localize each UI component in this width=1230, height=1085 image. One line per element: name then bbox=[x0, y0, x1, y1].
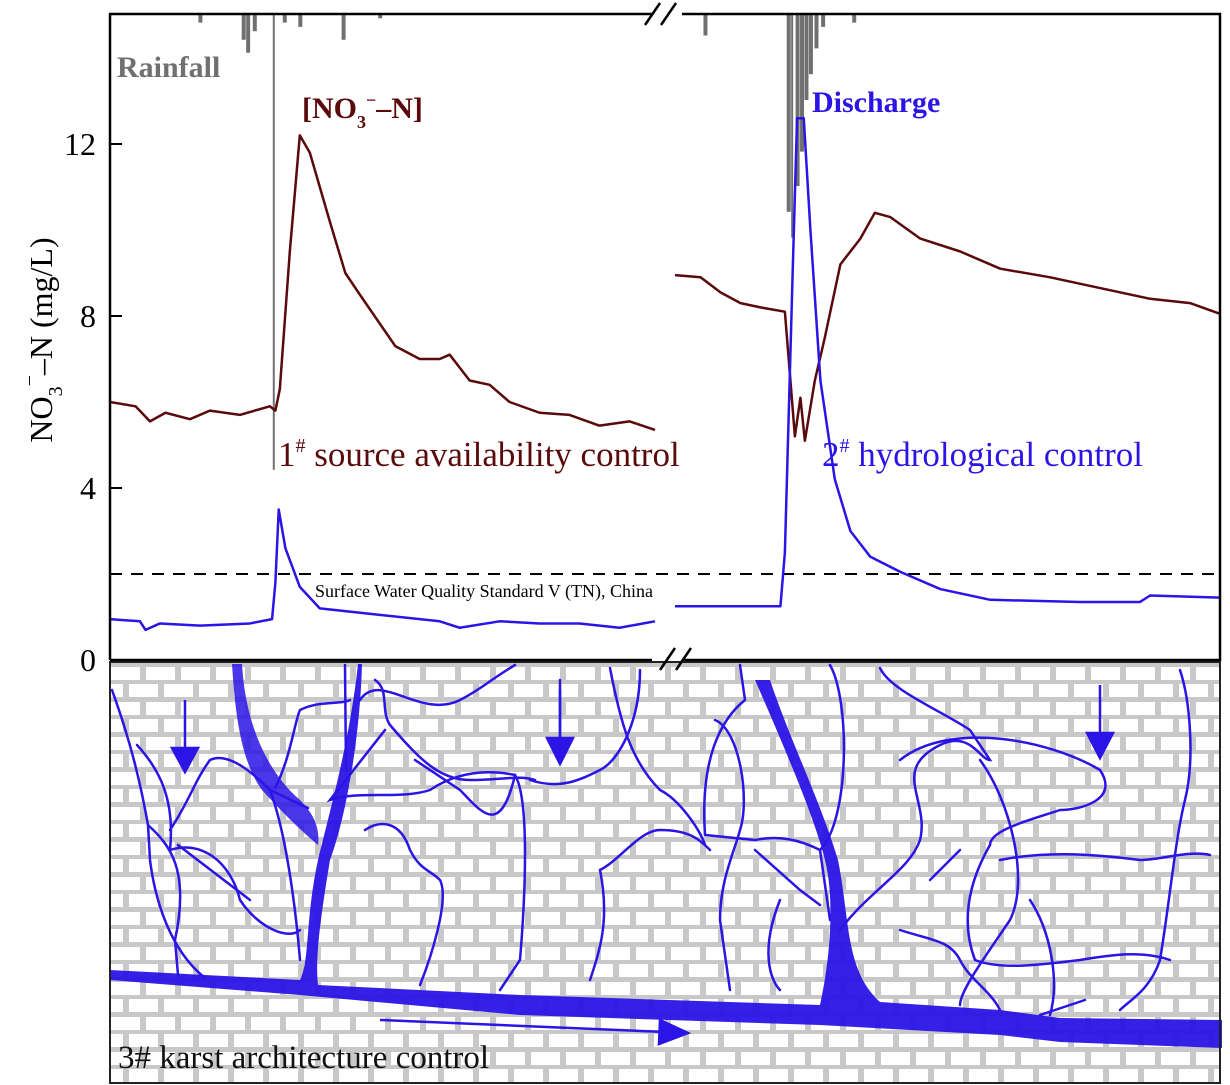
discharge-label: Discharge bbox=[812, 86, 940, 119]
rainfall-bar bbox=[198, 14, 203, 23]
rainfall-bar bbox=[852, 14, 857, 23]
rainfall-bar bbox=[378, 14, 383, 19]
svg-text:NO3−–N (mg/L): NO3−–N (mg/L) bbox=[19, 237, 67, 442]
karst-diagram: 3# karst architecture control bbox=[109, 661, 1222, 1084]
y-label-sub: 3 bbox=[45, 386, 67, 396]
karst-conduits bbox=[110, 664, 1222, 1048]
rainfall-bar bbox=[791, 14, 794, 238]
discharge-line-segment-1 bbox=[109, 508, 656, 632]
axis-break-mark bbox=[643, 2, 662, 26]
rainfall-bar bbox=[282, 14, 287, 23]
rainfall-bar bbox=[703, 14, 708, 36]
y-tick-label: 4 bbox=[80, 470, 96, 506]
rainfall-bar bbox=[252, 14, 257, 32]
series-lines bbox=[109, 116, 1221, 632]
rainfall-bar bbox=[272, 14, 275, 470]
nitrate-line-segment-2 bbox=[674, 211, 1221, 442]
chart: 0 4 8 12 NO3−–N (mg/L) Rainfall [NO3−–N] Di… bbox=[19, 2, 1222, 678]
nitrate-line-segment-1 bbox=[109, 134, 656, 432]
rainfall-bar bbox=[786, 14, 791, 212]
rainfall-bar bbox=[814, 14, 819, 49]
axis-break-mark bbox=[658, 647, 677, 671]
y-tick-label: 0 bbox=[80, 642, 96, 678]
rainfall-bar bbox=[241, 14, 246, 40]
axis-break-mark bbox=[659, 2, 678, 26]
rainfall-bar bbox=[804, 14, 809, 100]
down-arrow-icon bbox=[169, 746, 201, 775]
y-tick-label: 8 bbox=[80, 298, 96, 334]
rainfall-bar bbox=[341, 14, 346, 40]
rainfall-label: Rainfall bbox=[117, 51, 220, 84]
y-tick-label: 12 bbox=[64, 126, 96, 162]
down-arrow-icon bbox=[1084, 731, 1116, 761]
y-label-rest: –N (mg/L) bbox=[23, 237, 59, 376]
standard-label: Surface Water Quality Standard V (TN), C… bbox=[315, 581, 653, 602]
rainfall-series bbox=[198, 14, 857, 470]
plot-area bbox=[110, 14, 1220, 660]
rainfall-bar bbox=[298, 14, 303, 27]
y-label-sup: − bbox=[19, 375, 41, 386]
rainfall-bar bbox=[800, 14, 805, 152]
control-2-label: 2# hydrological control bbox=[822, 435, 1143, 474]
karst-architecture-label: 3# karst architecture control bbox=[118, 1040, 489, 1076]
infiltration-arrows bbox=[169, 685, 1116, 1046]
y-axis-label: NO3−–N (mg/L) bbox=[19, 237, 67, 442]
rainfall-bar bbox=[246, 14, 251, 53]
rainfall-bar bbox=[795, 14, 800, 186]
y-label-main: NO bbox=[23, 396, 59, 442]
down-arrow-icon bbox=[544, 736, 576, 767]
axis-break-mark bbox=[674, 647, 693, 671]
axes-frame bbox=[108, 2, 1222, 671]
discharge-line-segment-2 bbox=[674, 116, 1221, 608]
flow-arrow-icon bbox=[379, 1018, 666, 1034]
flow-arrow-icon bbox=[657, 1018, 692, 1046]
nitrate-label: [NO3−–N] bbox=[302, 90, 423, 132]
control-1-label: 1# source availability control bbox=[278, 435, 680, 474]
y-ticks: 0 4 8 12 bbox=[64, 126, 122, 678]
rainfall-bar bbox=[808, 14, 813, 75]
rainfall-bar bbox=[821, 14, 826, 27]
